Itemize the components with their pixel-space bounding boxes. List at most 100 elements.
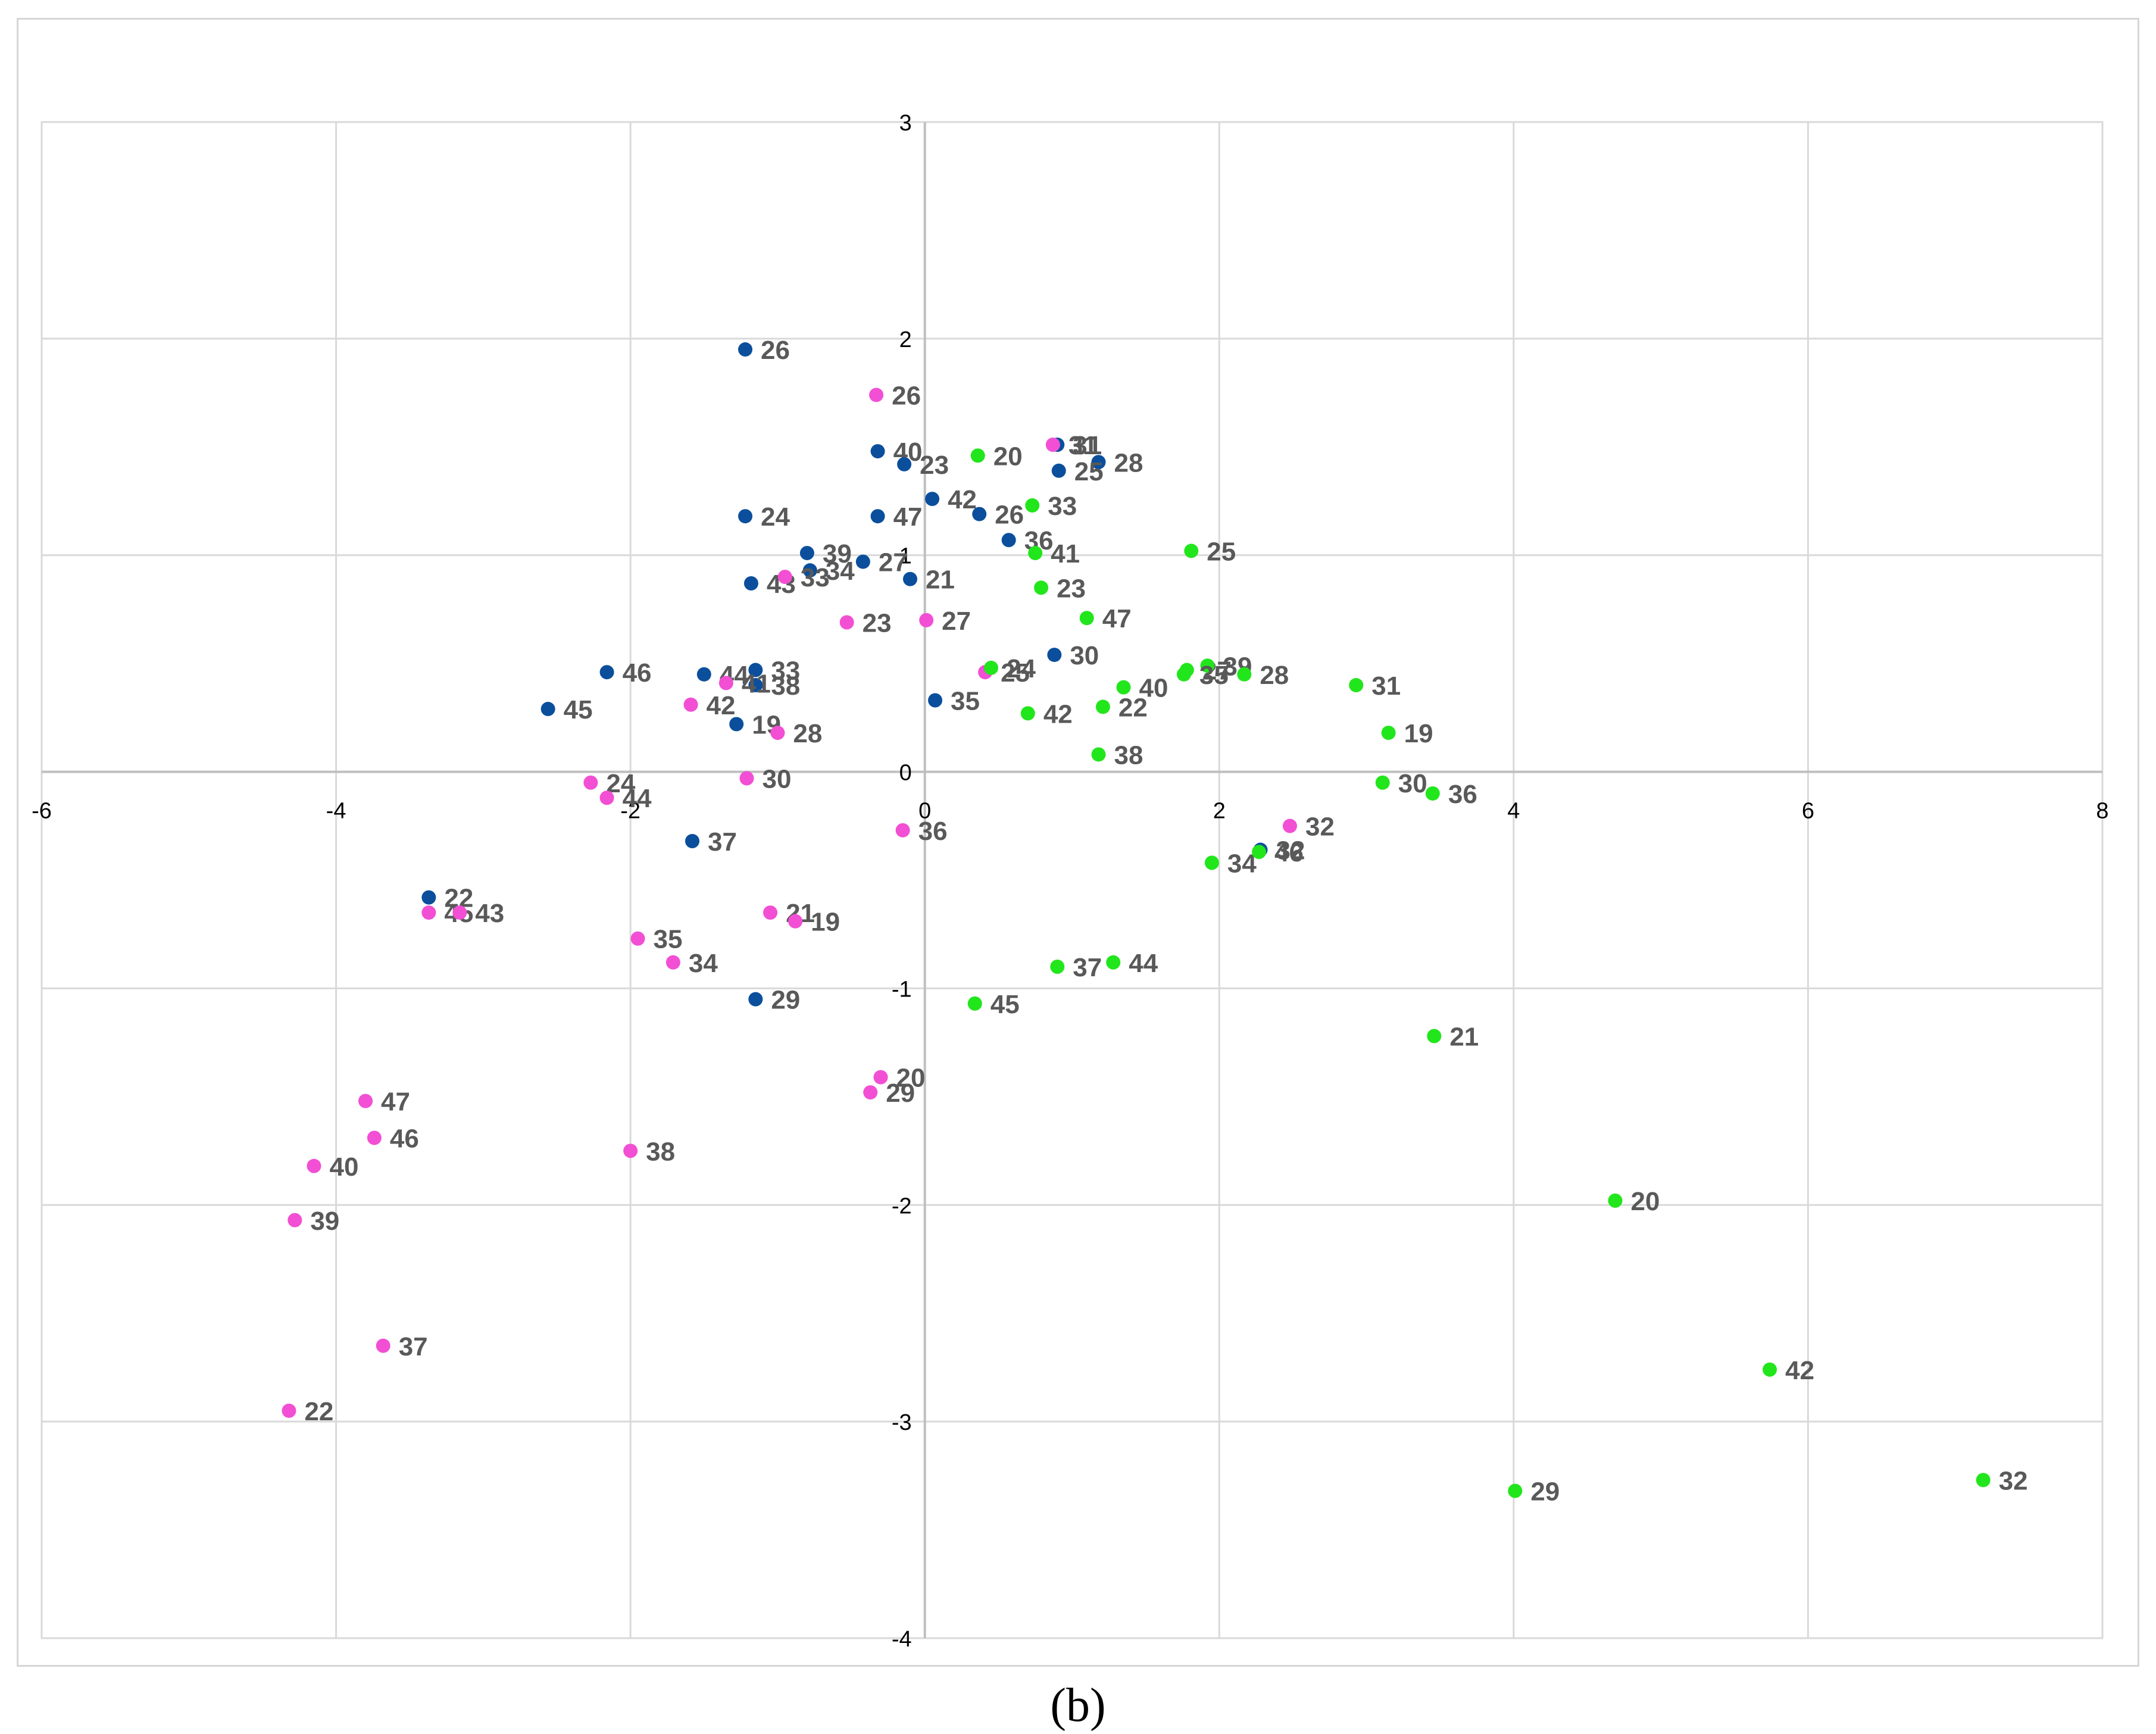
data-point <box>739 771 754 786</box>
y-tick-label: -1 <box>892 977 912 1002</box>
data-label: 46 <box>390 1124 419 1153</box>
data-point <box>897 457 912 471</box>
x-tick-label: -6 <box>32 799 52 824</box>
data-label: 24 <box>761 502 790 532</box>
data-point <box>665 955 680 970</box>
data-label: 22 <box>304 1397 333 1426</box>
data-point <box>967 996 982 1011</box>
chart-frame <box>17 18 2139 1667</box>
data-point <box>799 546 814 561</box>
data-label: 32 <box>1305 813 1335 842</box>
data-label: 26 <box>995 501 1024 530</box>
data-label: 45 <box>564 695 593 724</box>
data-label: 19 <box>1404 719 1433 748</box>
x-tick-label: 6 <box>1802 799 1814 824</box>
data-point <box>1050 960 1065 974</box>
data-point <box>1237 667 1252 682</box>
data-label: 34 <box>1227 849 1257 878</box>
data-label: 40 <box>329 1152 358 1182</box>
data-point <box>1282 818 1297 833</box>
data-point <box>1184 543 1199 558</box>
y-tick-label: -3 <box>892 1410 912 1435</box>
data-point <box>863 1085 878 1100</box>
data-point <box>870 444 885 459</box>
data-point <box>623 1143 638 1158</box>
data-label: 24 <box>1007 654 1036 683</box>
data-label: 20 <box>993 442 1023 471</box>
data-label: 39 <box>310 1207 339 1236</box>
data-point <box>683 697 698 712</box>
data-point <box>718 676 733 691</box>
data-point <box>1091 747 1106 762</box>
data-label: 38 <box>646 1137 675 1166</box>
y-tick-label: -2 <box>892 1194 912 1219</box>
data-point <box>1608 1194 1623 1208</box>
data-point <box>630 931 645 946</box>
data-point <box>599 665 614 680</box>
x-tick-label: 8 <box>2096 799 2108 824</box>
data-label: 45 <box>990 990 1020 1019</box>
data-point <box>869 388 884 402</box>
data-point <box>1763 1362 1777 1377</box>
data-point <box>1025 498 1040 513</box>
data-point <box>1051 463 1066 478</box>
data-label: 28 <box>1114 448 1143 477</box>
x-tick-label: 0 <box>918 799 931 824</box>
data-label: 33 <box>1048 492 1077 521</box>
data-point <box>358 1093 373 1108</box>
data-label: 33 <box>771 657 800 686</box>
data-label: 35 <box>654 925 683 954</box>
data-label: 38 <box>1114 741 1143 770</box>
y-tick-label: 0 <box>899 761 912 786</box>
data-label: 23 <box>1057 574 1086 603</box>
data-point <box>1079 611 1094 626</box>
x-tick-label: 4 <box>1507 799 1520 824</box>
data-label: 30 <box>1398 769 1427 798</box>
data-label: 36 <box>1448 780 1477 809</box>
data-point <box>748 678 763 693</box>
data-label: 31 <box>1371 671 1401 701</box>
y-tick-label: 1 <box>899 544 912 569</box>
data-label: 21 <box>1449 1022 1479 1051</box>
data-point <box>738 342 753 357</box>
data-point <box>1381 726 1396 741</box>
data-point <box>873 1070 888 1085</box>
data-label: 41 <box>742 669 771 698</box>
data-point <box>376 1338 390 1353</box>
data-label: 20 <box>896 1064 926 1093</box>
data-label: 34 <box>689 949 718 978</box>
data-point <box>1508 1483 1523 1498</box>
data-point <box>1204 855 1219 870</box>
data-label: 32 <box>1276 836 1305 866</box>
data-point <box>1375 775 1390 790</box>
data-point <box>1200 658 1215 673</box>
data-label: 23 <box>920 451 949 480</box>
data-point <box>1349 678 1364 693</box>
data-label: 37 <box>399 1332 428 1361</box>
data-point <box>983 660 998 675</box>
data-label: 46 <box>623 658 652 688</box>
data-point <box>421 890 436 905</box>
data-point <box>1106 955 1121 970</box>
data-point <box>599 791 614 805</box>
data-label: 39 <box>823 539 852 568</box>
data-point <box>770 726 785 741</box>
data-point <box>1047 648 1062 663</box>
data-label: 33 <box>801 563 830 592</box>
plot-area-border <box>40 121 2104 1639</box>
data-point <box>452 905 467 920</box>
data-point <box>1001 533 1016 548</box>
data-point <box>895 823 910 838</box>
data-label: 28 <box>1260 661 1289 690</box>
data-label: 21 <box>926 565 955 595</box>
data-point <box>1091 455 1106 470</box>
data-point <box>1427 1029 1442 1043</box>
data-label: 19 <box>811 908 840 937</box>
data-point <box>763 905 778 920</box>
x-tick-label: -2 <box>620 799 640 824</box>
data-point <box>307 1158 321 1173</box>
data-label: 42 <box>707 691 736 720</box>
data-point <box>1034 580 1049 595</box>
data-point <box>1028 546 1043 561</box>
